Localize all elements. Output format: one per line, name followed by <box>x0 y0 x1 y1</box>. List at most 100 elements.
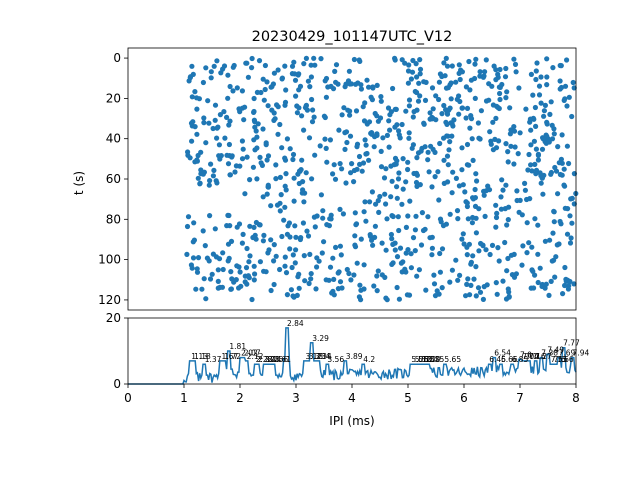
raster-point <box>279 76 285 82</box>
raster-point <box>374 131 380 137</box>
raster-point <box>406 292 413 298</box>
raster-point <box>566 94 572 100</box>
peak-label: 6.45 <box>489 355 506 364</box>
raster-point <box>245 74 251 80</box>
raster-point <box>271 242 277 248</box>
raster-point <box>441 60 447 66</box>
raster-y-tick-label: 20 <box>106 91 121 105</box>
raster-point <box>264 191 270 197</box>
raster-point <box>290 156 296 163</box>
raster-point <box>429 85 436 91</box>
raster-point <box>564 103 570 109</box>
raster-point <box>528 162 534 168</box>
raster-point <box>307 84 313 90</box>
raster-point <box>403 179 409 185</box>
raster-point <box>493 280 499 286</box>
raster-point <box>275 131 281 137</box>
raster-point <box>547 111 553 117</box>
raster-point <box>417 93 423 99</box>
raster-point <box>353 221 360 227</box>
raster-point <box>247 223 253 229</box>
raster-point <box>399 121 405 128</box>
raster-point <box>307 251 313 257</box>
raster-point <box>450 169 456 175</box>
raster-point <box>490 119 496 125</box>
raster-point <box>221 109 227 115</box>
raster-point <box>296 285 302 291</box>
raster-y-tick-label: 80 <box>106 212 121 226</box>
raster-point <box>244 154 250 160</box>
raster-point <box>435 169 441 175</box>
raster-point <box>463 199 469 205</box>
raster-point <box>190 255 197 261</box>
raster-point <box>357 161 363 167</box>
raster-point <box>305 78 311 84</box>
raster-point <box>356 57 362 63</box>
raster-point <box>497 84 503 90</box>
peak-label: 7.04 <box>522 352 539 361</box>
raster-point <box>349 161 355 167</box>
raster-point <box>536 83 543 89</box>
raster-point <box>490 147 496 153</box>
raster-point <box>420 227 427 234</box>
raster-point <box>551 208 557 214</box>
raster-point <box>498 206 504 212</box>
raster-point <box>277 174 283 180</box>
raster-point <box>444 153 451 159</box>
raster-point <box>346 270 352 277</box>
raster-point <box>516 85 522 91</box>
raster-point <box>546 292 552 298</box>
raster-point <box>417 66 424 72</box>
raster-point <box>423 79 429 85</box>
raster-point <box>436 79 442 85</box>
raster-point <box>486 81 492 87</box>
raster-point <box>555 191 561 197</box>
raster-point <box>302 278 308 284</box>
raster-point <box>306 280 312 287</box>
raster-point <box>257 259 263 265</box>
raster-point <box>464 203 470 210</box>
raster-point <box>407 198 413 204</box>
raster-point <box>469 136 475 142</box>
raster-point <box>473 171 479 177</box>
raster-point <box>467 292 473 298</box>
raster-point <box>189 63 195 69</box>
raster-point <box>562 282 568 289</box>
ipi-histogram <box>128 327 577 385</box>
raster-point <box>192 159 198 165</box>
raster-point <box>447 139 453 145</box>
raster-point <box>249 296 255 303</box>
histogram-y-tick-label: 0 <box>113 377 121 391</box>
raster-point <box>473 230 479 236</box>
raster-point <box>447 279 453 285</box>
raster-point <box>229 154 235 160</box>
raster-point <box>244 281 250 287</box>
raster-point <box>395 176 402 182</box>
raster-point <box>256 58 263 64</box>
raster-point <box>224 114 230 120</box>
raster-point <box>464 281 470 287</box>
raster-point <box>247 177 253 183</box>
peak-label: 2.28 <box>256 355 273 364</box>
raster-point <box>361 118 368 124</box>
raster-point <box>383 295 389 301</box>
raster-point <box>487 251 493 258</box>
raster-point <box>455 277 461 283</box>
raster-point <box>287 146 293 152</box>
raster-point <box>444 121 450 127</box>
raster-point <box>242 104 248 110</box>
peak-label: 3.17 <box>306 352 323 361</box>
raster-point <box>465 216 471 222</box>
raster-point <box>258 160 264 166</box>
raster-point <box>405 68 412 74</box>
histogram-line <box>128 327 577 385</box>
raster-point <box>212 226 218 232</box>
raster-point <box>310 107 316 113</box>
raster-point <box>433 117 439 123</box>
raster-point <box>354 260 360 266</box>
raster-point <box>526 151 532 158</box>
raster-point <box>299 157 305 163</box>
raster-point <box>344 266 350 273</box>
raster-point <box>207 276 214 282</box>
raster-point <box>403 224 409 230</box>
